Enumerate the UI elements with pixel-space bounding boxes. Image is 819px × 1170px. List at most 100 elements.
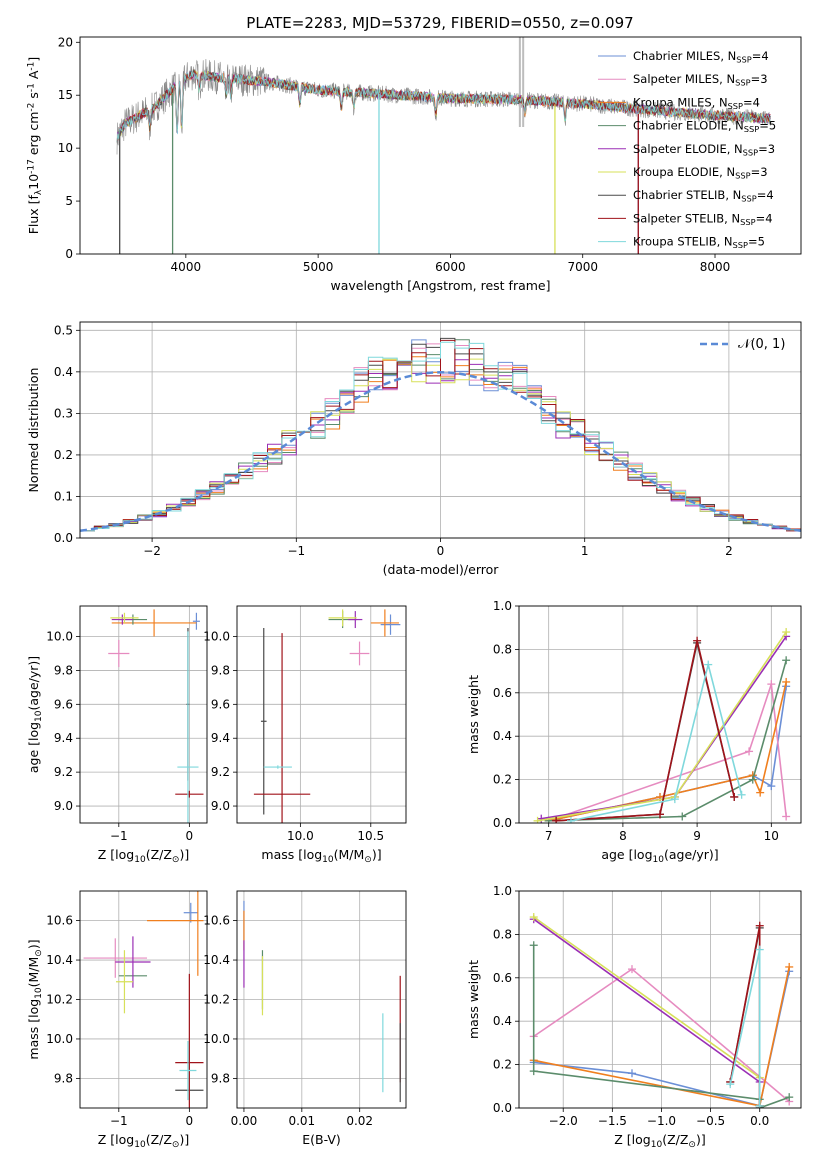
gaussian-curve (80, 371, 801, 532)
legend-label-km: Kroupa MILES, NSSP​=4 (633, 95, 760, 111)
y-tick-label: 0.4 (54, 365, 73, 379)
weight-point-ss (656, 810, 664, 819)
x-axis-label: Z [log10​(Z/Z⊙​)] (614, 1132, 705, 1150)
weight-point-ce (782, 656, 791, 665)
x-tick-label: −1 (110, 829, 128, 843)
weight-point-ks (566, 816, 575, 823)
mass_vs_ebv-axes (237, 891, 406, 1108)
y-tick-label: 20 (58, 35, 73, 49)
legend-label-cs: Chabrier STELIB, NSSP​=4 (633, 188, 774, 204)
y-tick-label: 9.8 (54, 1071, 73, 1085)
y-tick-label: 10.4 (46, 953, 73, 967)
y-axis-label: age [log10​(age/yr)] (26, 656, 44, 773)
spectrum-plot (116, 37, 771, 254)
legend-label-cm: Chabrier MILES, NSSP​=4 (633, 49, 769, 65)
x-axis-label: age [log10​(age/yr)] (601, 847, 718, 865)
x-tick-label: 0 (186, 1114, 194, 1128)
legend-label-ks: Kroupa STELIB, NSSP​=5 (633, 235, 765, 251)
weight-point-ks (726, 1080, 735, 1089)
mass_vs_ebv-plot (243, 900, 401, 1103)
weight-point-ce (748, 775, 757, 784)
y-axis-label: mass [log10​(M/M⊙​)] (26, 939, 44, 1059)
weight-point-ke (529, 913, 538, 922)
y-tick-label: 10.0 (46, 630, 73, 644)
y-tick-label: 9.8 (211, 1071, 230, 1085)
weight-point-ss (552, 816, 561, 823)
x-tick-label: 5000 (303, 260, 334, 274)
weight-point-sm (782, 812, 791, 821)
weight-point-ke (782, 628, 791, 637)
weight-line-sm (548, 683, 787, 822)
y-tick-label: 9.2 (211, 765, 230, 779)
weight-point-sm (767, 680, 776, 689)
x-tick-label: 0.02 (346, 1114, 373, 1128)
x-axis-label: Z [log10​(Z/Z⊙​)] (98, 1132, 189, 1150)
y-tick-label: 10.0 (203, 1032, 230, 1046)
x-tick-label: 0.0 (750, 1114, 769, 1128)
y-tick-label: 0.6 (493, 971, 512, 985)
x-tick-label: −2.0 (549, 1114, 578, 1128)
legend-label-sm: Salpeter MILES, NSSP​=3 (633, 72, 768, 88)
legend-label-ss: Salpeter STELIB, NSSP​=4 (633, 211, 773, 227)
x-tick-label: −2 (143, 544, 161, 558)
age_vs_Z-axes (80, 606, 207, 823)
y-tick-label: 0 (65, 247, 73, 261)
axes-frame (79, 36, 802, 255)
x-tick-label: −0.5 (696, 1114, 725, 1128)
x-tick-label: 10.0 (287, 829, 314, 843)
y-tick-label: 1.0 (493, 599, 512, 613)
axes-frame (79, 890, 208, 1109)
x-axis-label: E(B-V) (302, 1132, 341, 1147)
mass_vs_Z-plot (83, 891, 204, 1108)
x-tick-label: 0.00 (231, 1114, 258, 1128)
histogram-ks (80, 341, 801, 532)
weight_vs_age-plot (533, 628, 791, 823)
x-tick-label: 8000 (700, 260, 731, 274)
x-tick-label: 1 (581, 544, 589, 558)
age_vs_mass-axes (237, 606, 406, 823)
y-tick-label: 10 (58, 141, 73, 155)
y-tick-label: 9.4 (211, 731, 230, 745)
y-tick-label: 9.0 (211, 799, 230, 813)
x-tick-label: 0 (437, 544, 445, 558)
y-tick-label: 9.6 (54, 697, 73, 711)
weight-point-cm (627, 1069, 636, 1078)
axes-frame (518, 605, 802, 824)
mass_vs_Z-axes (80, 891, 207, 1108)
age_vs_Z-plot (108, 609, 204, 823)
weight-point-ks (670, 795, 679, 804)
x-tick-label: 8 (619, 829, 627, 843)
weight-point-km (782, 677, 791, 686)
weight-point-km (785, 962, 794, 971)
y-tick-label: 9.0 (54, 799, 73, 813)
y-tick-label: 1.0 (493, 884, 512, 898)
weight-point-ss (755, 921, 764, 930)
x-axis-label: mass [log10​(M/M⊙​)] (261, 847, 381, 865)
y-tick-label: 0.6 (493, 686, 512, 700)
figure-title: PLATE=2283, MJD=53729, FIBERID=0550, z=0… (246, 14, 633, 32)
y-tick-label: 10.2 (203, 993, 230, 1007)
x-tick-label: 4000 (171, 260, 202, 274)
y-tick-label: 10.6 (46, 914, 73, 928)
weight-point-sm (745, 747, 754, 756)
x-tick-label: 9 (693, 829, 701, 843)
weight-line-ce (548, 660, 787, 822)
x-tick-label: 7000 (567, 260, 598, 274)
weight-point-ks (755, 945, 764, 954)
y-axis-label: mass weight (466, 675, 481, 754)
y-tick-label: 10.2 (46, 993, 73, 1007)
weight-point-ks (755, 1101, 764, 1108)
weight-point-ss (730, 792, 739, 801)
y-tick-label: 0.8 (493, 927, 512, 941)
y-tick-label: 0.2 (493, 1058, 512, 1072)
y-tick-label: 0.3 (54, 406, 73, 420)
weight-point-ce (529, 941, 538, 950)
y-axis-label: Flux [fλ​10-17​ erg cm-2​ s-1​ A-1​] (26, 57, 44, 235)
y-tick-label: 0.0 (54, 531, 73, 545)
x-tick-label: 7 (545, 829, 553, 843)
legend-label-ke: Kroupa ELODIE, NSSP​=3 (633, 165, 768, 181)
axes-frame (236, 890, 407, 1109)
y-axis-label: Normed distribution (26, 368, 41, 493)
y-tick-label: 0.2 (493, 773, 512, 787)
